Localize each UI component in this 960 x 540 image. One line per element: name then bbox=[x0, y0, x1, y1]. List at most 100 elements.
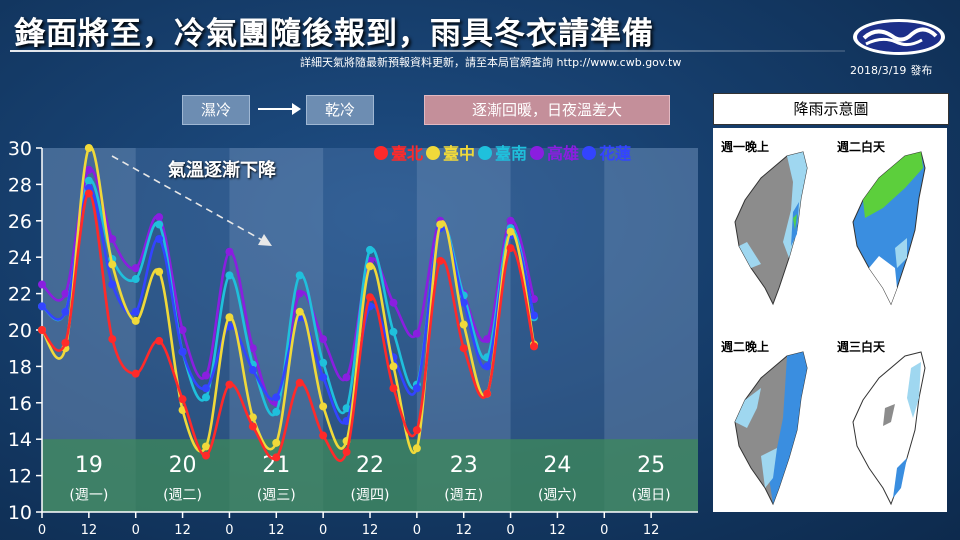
legend-label: 臺中 bbox=[443, 144, 476, 163]
data-point-kaohsiung bbox=[178, 326, 187, 334]
taiwan-rain-map bbox=[852, 351, 926, 506]
day-date-label: 25 bbox=[637, 453, 665, 478]
data-point-taipei bbox=[84, 189, 93, 198]
legend-label: 臺北 bbox=[391, 144, 424, 163]
data-point-tainan bbox=[202, 393, 210, 402]
legend-item: 臺中 bbox=[426, 140, 475, 164]
legend-item: 臺南 bbox=[478, 140, 527, 164]
data-point-taichung bbox=[272, 438, 281, 447]
data-point-kaohsiung bbox=[248, 344, 257, 353]
data-point-taichung bbox=[459, 320, 468, 329]
data-point-tainan bbox=[295, 271, 304, 280]
data-point-taichung bbox=[248, 413, 257, 422]
legend-dot-icon bbox=[582, 146, 597, 160]
data-point-taichung bbox=[225, 313, 234, 322]
data-point-taipei bbox=[459, 344, 468, 353]
data-point-tainan bbox=[272, 407, 281, 416]
data-point-taichung bbox=[366, 262, 374, 271]
data-point-taipei bbox=[295, 378, 304, 387]
day-date-label: 23 bbox=[450, 453, 478, 478]
day-weekday-label: (週五) bbox=[444, 487, 483, 503]
data-point-hualien bbox=[483, 362, 492, 371]
data-point-taipei bbox=[61, 338, 70, 347]
data-point-hualien bbox=[272, 393, 281, 402]
data-point-hualien bbox=[319, 373, 328, 382]
data-point-taipei bbox=[389, 384, 398, 393]
x-tick-label: 0 bbox=[506, 523, 514, 538]
data-point-taipei bbox=[436, 256, 445, 265]
x-tick-label: 12 bbox=[81, 523, 98, 538]
data-point-tainan bbox=[155, 220, 164, 229]
legend-item: 高雄 bbox=[530, 140, 579, 164]
y-tick-label: 12 bbox=[8, 466, 32, 488]
data-point-taipei bbox=[366, 293, 374, 302]
rain-map-title: 降雨示意圖 bbox=[713, 93, 949, 125]
trend-arrow-head bbox=[258, 234, 272, 246]
data-point-taipei bbox=[506, 244, 515, 253]
legend-dot-icon bbox=[426, 146, 441, 160]
data-point-taipei bbox=[272, 453, 281, 462]
y-tick-label: 20 bbox=[8, 320, 32, 342]
phase-dry-cold: 乾冷 bbox=[306, 95, 374, 125]
legend-dot-icon bbox=[478, 146, 493, 160]
rain-map-panel: 週二晚上 bbox=[717, 338, 829, 513]
data-point-taichung bbox=[155, 267, 164, 276]
data-point-taichung bbox=[131, 316, 140, 325]
y-tick-label: 28 bbox=[8, 174, 32, 196]
legend-item: 花蓮 bbox=[582, 140, 631, 164]
data-point-tainan bbox=[389, 327, 398, 336]
data-point-taipei bbox=[202, 451, 210, 460]
data-point-kaohsiung bbox=[412, 329, 421, 338]
legend-item: 臺北 bbox=[374, 140, 423, 164]
data-point-taipei bbox=[319, 431, 328, 440]
data-point-tainan bbox=[84, 176, 93, 185]
x-tick-label: 0 bbox=[38, 523, 46, 538]
day-weekday-label: (週一) bbox=[69, 487, 108, 503]
day-weekday-label: (週日) bbox=[632, 487, 671, 503]
taiwan-rain-map bbox=[734, 351, 808, 506]
data-point-kaohsiung bbox=[225, 247, 234, 256]
data-point-taipei bbox=[225, 380, 234, 389]
temperature-chart: 10 12 14 16 18 20 22 24 26 28 30 0 12 0 12 0 12 0 12 0 12 0 12… bbox=[8, 138, 698, 538]
day-weekday-label: (週三) bbox=[257, 487, 296, 503]
data-point-taipei bbox=[248, 422, 257, 431]
rain-map-panel: 週一晚上 bbox=[717, 138, 829, 313]
data-point-hualien bbox=[61, 307, 70, 316]
data-point-taichung bbox=[389, 362, 398, 371]
data-point-hualien bbox=[178, 347, 187, 356]
data-point-kaohsiung bbox=[155, 213, 164, 222]
data-point-taipei bbox=[38, 326, 46, 334]
y-tick-label: 16 bbox=[8, 393, 32, 415]
data-point-taipei bbox=[178, 395, 187, 404]
warming-note: 逐漸回暖，日夜溫差大 bbox=[424, 95, 670, 125]
day-date-label: 19 bbox=[75, 453, 103, 478]
data-point-hualien bbox=[155, 235, 164, 243]
x-tick-label: 0 bbox=[225, 523, 233, 538]
y-tick-label: 24 bbox=[8, 247, 32, 269]
x-tick-label: 0 bbox=[319, 523, 327, 538]
data-point-hualien bbox=[530, 311, 538, 320]
data-point-taichung bbox=[202, 442, 210, 451]
rain-map-label: 週二白天 bbox=[837, 140, 886, 154]
data-point-hualien bbox=[108, 280, 117, 289]
data-point-taipei bbox=[342, 447, 351, 456]
x-tick-label: 0 bbox=[413, 523, 421, 538]
y-tick-label: 18 bbox=[8, 356, 32, 378]
data-point-taipei bbox=[530, 342, 538, 351]
rain-map-label: 週三白天 bbox=[837, 340, 886, 354]
data-point-taipei bbox=[131, 369, 140, 378]
data-point-kaohsiung bbox=[61, 289, 70, 298]
y-tick-label: 26 bbox=[8, 211, 32, 233]
data-point-kaohsiung bbox=[131, 264, 140, 273]
chart-legend: 臺北 臺中 臺南 高雄 花蓮 bbox=[374, 140, 634, 164]
data-point-hualien bbox=[412, 384, 421, 393]
x-tick-label: 0 bbox=[600, 523, 608, 538]
data-point-kaohsiung bbox=[202, 371, 210, 380]
rain-map-panel: 週二白天 bbox=[835, 138, 947, 313]
x-tick-label: 12 bbox=[362, 523, 379, 538]
legend-label: 臺南 bbox=[495, 144, 528, 163]
data-point-taipei bbox=[412, 426, 421, 435]
phase-wet-cold: 濕冷 bbox=[182, 95, 250, 125]
legend-dot-icon bbox=[530, 146, 545, 160]
data-point-tainan bbox=[131, 275, 140, 284]
